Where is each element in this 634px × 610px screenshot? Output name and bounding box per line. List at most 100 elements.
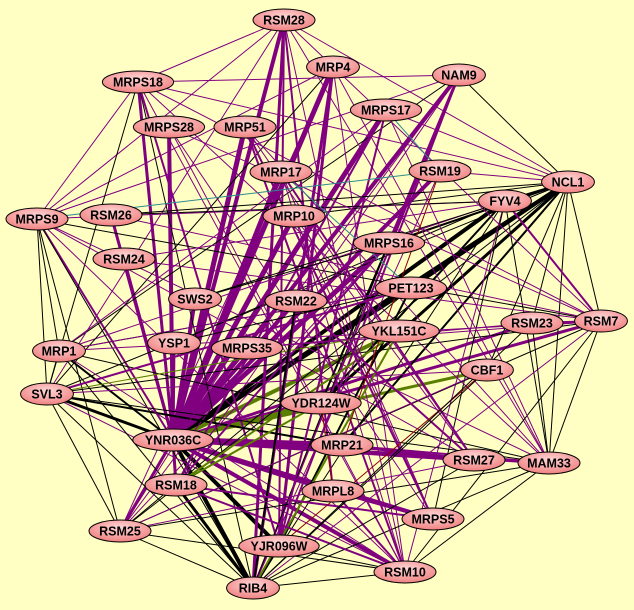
node-ncl1[interactable]: NCL1	[541, 170, 595, 194]
edge-MRP21-MAM33	[341, 444, 550, 464]
node-label: CBF1	[471, 364, 504, 378]
node-mrps9[interactable]: MRPS9	[5, 207, 69, 231]
edge-RSM28-SVL3	[46, 19, 285, 395]
node-ydr124w[interactable]: YDR124W	[280, 391, 362, 415]
node-mrp10[interactable]: MRP10	[262, 204, 326, 228]
node-mrp21[interactable]: MRP21	[310, 433, 374, 457]
node-shape[interactable]	[574, 309, 628, 333]
node-shape[interactable]	[92, 247, 156, 271]
node-label: MRPL8	[312, 485, 354, 499]
node-rsm18[interactable]: RSM18	[144, 473, 208, 497]
node-pet123[interactable]: PET123	[374, 276, 448, 300]
node-rsm25[interactable]: RSM25	[88, 519, 152, 543]
node-svl3[interactable]: SVL3	[20, 382, 74, 406]
node-rsm7[interactable]: RSM7	[574, 309, 628, 333]
node-mrp1[interactable]: MRP1	[32, 339, 86, 363]
edge-NCL1-RSM28	[283, 19, 569, 183]
node-mrps5[interactable]: MRPS5	[401, 507, 465, 531]
node-mam33[interactable]: MAM33	[517, 451, 581, 475]
node-shape[interactable]	[401, 507, 465, 531]
node-label: RSM26	[90, 209, 132, 223]
node-shape[interactable]	[144, 473, 208, 497]
edge-MRP1-RIB4	[58, 350, 254, 589]
node-mrps18[interactable]: MRPS18	[101, 70, 175, 94]
node-label: YKL151C	[372, 325, 427, 339]
node-shape[interactable]	[460, 358, 514, 382]
node-shape[interactable]	[264, 289, 328, 313]
node-shape[interactable]	[147, 331, 201, 355]
node-shape[interactable]	[210, 336, 284, 360]
node-shape[interactable]	[408, 159, 472, 183]
node-shape[interactable]	[517, 451, 581, 475]
node-rsm10[interactable]: RSM10	[373, 560, 437, 584]
node-shape[interactable]	[358, 319, 440, 343]
edge-RSM27-RSM25	[119, 459, 475, 532]
node-shape[interactable]	[541, 170, 595, 194]
node-shape[interactable]	[132, 428, 214, 452]
node-rsm23[interactable]: RSM23	[500, 311, 564, 335]
node-shape[interactable]	[88, 519, 152, 543]
node-rsm24[interactable]: RSM24	[92, 247, 156, 271]
node-label: MRPS17	[361, 104, 411, 118]
node-shape[interactable]	[352, 231, 426, 255]
node-ynr036c[interactable]: YNR036C	[132, 428, 214, 452]
node-shape[interactable]	[213, 115, 277, 139]
node-rsm27[interactable]: RSM27	[442, 448, 506, 472]
node-mrp51[interactable]: MRP51	[213, 115, 277, 139]
node-shape[interactable]	[5, 207, 69, 231]
node-label: RSM10	[384, 566, 426, 580]
edge-MRP10-MRPS5	[293, 215, 434, 520]
node-rsm28[interactable]: RSM28	[252, 8, 316, 32]
node-shape[interactable]	[349, 98, 423, 122]
node-mrps28[interactable]: MRPS28	[132, 115, 206, 139]
node-nam9[interactable]: NAM9	[432, 63, 486, 87]
node-rsm26[interactable]: RSM26	[79, 203, 143, 227]
node-mrps16[interactable]: MRPS16	[352, 231, 426, 255]
node-shape[interactable]	[238, 534, 320, 558]
node-shape[interactable]	[306, 55, 360, 79]
node-shape[interactable]	[168, 287, 222, 311]
edge-RSM28-MRPS18	[137, 19, 285, 83]
nodes-layer: RSM28 MRP4 NAM9 MRPS18 MRPS17 MRPS28 MRP51 RSM1…	[5, 8, 628, 600]
node-shape[interactable]	[432, 63, 486, 87]
node-label: YSP1	[158, 337, 190, 351]
node-shape[interactable]	[500, 311, 564, 335]
edge-MRP1-RSM10	[58, 350, 406, 573]
node-shape[interactable]	[301, 479, 365, 503]
node-rsm22[interactable]: RSM22	[264, 289, 328, 313]
node-shape[interactable]	[79, 203, 143, 227]
edge-MRP4-MRPS9	[36, 66, 334, 220]
node-cbf1[interactable]: CBF1	[460, 358, 514, 382]
node-shape[interactable]	[252, 8, 316, 32]
node-shape[interactable]	[249, 160, 313, 184]
node-shape[interactable]	[478, 189, 532, 213]
node-shape[interactable]	[373, 560, 437, 584]
node-label: MRPS18	[113, 76, 163, 90]
node-mrps35[interactable]: MRPS35	[210, 336, 284, 360]
node-ysp1[interactable]: YSP1	[147, 331, 201, 355]
node-yjr096w[interactable]: YJR096W	[238, 534, 320, 558]
node-fyv4[interactable]: FYV4	[478, 189, 532, 213]
node-mrp17[interactable]: MRP17	[249, 160, 313, 184]
node-rsm19[interactable]: RSM19	[408, 159, 472, 183]
edge-MAM33-RSM7	[548, 320, 602, 464]
node-label: RSM22	[275, 295, 317, 309]
edge-YNR036C-MRPS35	[171, 346, 249, 442]
node-shape[interactable]	[262, 204, 326, 228]
node-shape[interactable]	[226, 576, 280, 600]
node-shape[interactable]	[374, 276, 448, 300]
node-shape[interactable]	[310, 433, 374, 457]
node-shape[interactable]	[442, 448, 506, 472]
node-mrps17[interactable]: MRPS17	[349, 98, 423, 122]
node-shape[interactable]	[132, 115, 206, 139]
node-ykl151c[interactable]: YKL151C	[358, 319, 440, 343]
node-mrpl8[interactable]: MRPL8	[301, 479, 365, 503]
node-rib4[interactable]: RIB4	[226, 576, 280, 600]
node-shape[interactable]	[20, 382, 74, 406]
node-shape[interactable]	[32, 339, 86, 363]
node-sws2[interactable]: SWS2	[168, 287, 222, 311]
node-shape[interactable]	[101, 70, 175, 94]
node-mrp4[interactable]: MRP4	[306, 55, 360, 79]
node-shape[interactable]	[280, 391, 362, 415]
